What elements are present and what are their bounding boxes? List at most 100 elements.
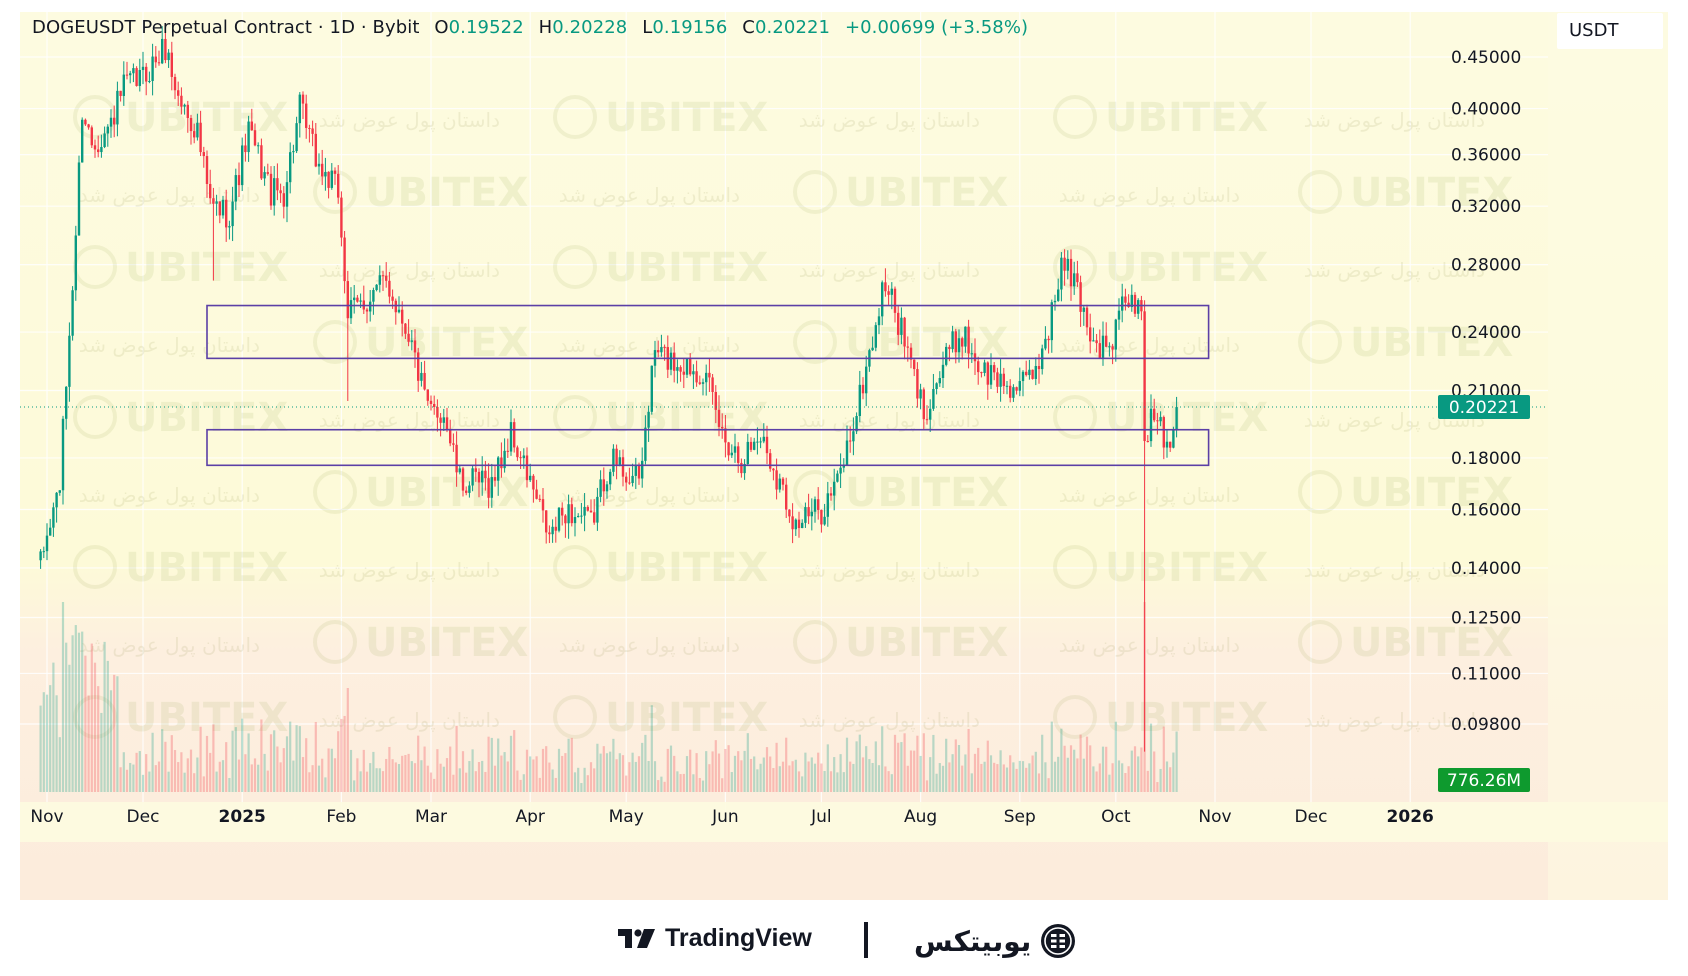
candle: [1159, 411, 1162, 427]
candle: [756, 427, 759, 455]
volume-bar: [461, 751, 465, 792]
candle: [1066, 250, 1069, 280]
volume-bar: [1162, 726, 1165, 792]
chart-area[interactable]: UBITEX داستان پول عوض شد UBITEX داستان پول …: [20, 12, 1668, 900]
volume-bar: [487, 736, 490, 792]
volume-bar: [529, 756, 532, 792]
candle: [797, 511, 801, 538]
volume-bar: [260, 719, 263, 792]
volume-bar: [621, 755, 625, 792]
volume-bar: [468, 761, 471, 792]
candle: [970, 343, 973, 363]
tradingview-icon: [618, 928, 655, 948]
candle: [333, 167, 337, 185]
time-scale[interactable]: Nov Dec 2025 Feb Mar Apr May Jun Jul Aug Sep Oct Nov…: [20, 802, 1668, 842]
watermark-text-persian: داستان پول عوض شد: [1059, 333, 1240, 358]
watermark-text-persian: داستان پول عوض شد: [79, 483, 260, 508]
candle: [1053, 294, 1057, 311]
ubitex-watermark-icon: [553, 545, 597, 589]
volume-bar: [116, 676, 119, 792]
price-zone-box[interactable]: [206, 304, 1210, 360]
candle: [481, 456, 484, 496]
volume-bar: [58, 737, 61, 792]
candle: [154, 46, 157, 68]
candle: [295, 116, 298, 154]
volume-bar: [580, 783, 583, 792]
candle: [353, 285, 356, 314]
volume-bars: [39, 602, 1178, 792]
price-scale[interactable]: 0.45000 0.40000 0.36000 0.32000 0.28000 0.240…: [1451, 48, 1521, 735]
currency-unit-button[interactable]: USDT: [1557, 13, 1663, 49]
volume-bar: [308, 772, 311, 792]
watermark-text-persian: داستان پول عوض شد: [799, 108, 980, 133]
volume-bar: [471, 749, 474, 792]
candle: [161, 26, 164, 65]
ubitex-watermark-icon: [553, 695, 597, 739]
volume-bar: [193, 773, 196, 792]
candle: [253, 123, 257, 147]
watermark-text: UBITEX: [1105, 245, 1268, 291]
candle: [541, 488, 545, 523]
volume-bar: [970, 773, 973, 792]
candle: [186, 100, 189, 133]
price-scale-panel[interactable]: [1548, 12, 1668, 900]
candle: [865, 355, 868, 407]
price-zone-box[interactable]: [206, 428, 1210, 467]
volume-bar: [823, 771, 826, 792]
volume-bar: [362, 749, 365, 792]
price-chart[interactable]: UBITEX داستان پول عوض شد UBITEX داستان پول …: [20, 12, 1668, 900]
volume-bar: [1089, 745, 1092, 792]
candle: [1057, 278, 1060, 302]
volume-bar: [599, 753, 602, 792]
candle: [1002, 367, 1005, 395]
volume-bar: [317, 765, 321, 792]
volume-bar: [1021, 761, 1025, 792]
volume-bar: [637, 756, 641, 792]
volume-bar: [881, 726, 884, 792]
volume-bar: [84, 655, 87, 792]
volume-bar: [817, 752, 820, 792]
candle: [292, 144, 295, 164]
ubitex-watermark-icon: [1053, 695, 1097, 739]
volume-bar: [577, 767, 580, 792]
volume-bar: [711, 751, 714, 792]
volume-bar: [90, 643, 93, 792]
time-tick-label: Jul: [810, 807, 832, 827]
volume-bar: [906, 765, 909, 792]
volume-bar: [337, 731, 340, 792]
low-value: 0.19156: [652, 17, 728, 38]
candle: [874, 322, 877, 352]
volume-badge: 776.26M: [1438, 768, 1530, 792]
candle: [65, 386, 68, 430]
watermark-text-persian: داستان پول عوض شد: [319, 258, 500, 283]
volume-bar: [858, 734, 861, 792]
candle: [1117, 298, 1121, 330]
volume-bar: [81, 631, 84, 792]
volume-bar: [1066, 757, 1069, 792]
watermark-text-persian: داستان پول عوض شد: [799, 258, 980, 283]
time-scale-bg: [20, 802, 1668, 842]
volume-bar: [1137, 756, 1140, 792]
symbol-title[interactable]: DOGEUSDT Perpetual Contract · 1D · Bybit: [32, 17, 420, 38]
volume-bar: [1009, 755, 1012, 792]
volume-bar: [330, 748, 333, 792]
volume-bar: [644, 734, 647, 792]
volume-bar: [135, 752, 138, 792]
watermark-text-persian: داستان پول عوض شد: [1059, 183, 1240, 208]
volume-bar: [746, 733, 749, 792]
volume-bar: [509, 735, 513, 792]
candle: [1130, 284, 1133, 312]
watermark-text-persian: داستان پول عوض شد: [799, 708, 980, 733]
volume-bar: [196, 757, 199, 792]
candle: [1098, 329, 1101, 359]
watermark-text-persian: داستان پول عوض شد: [559, 633, 740, 658]
volume-bar: [666, 748, 669, 792]
volume-bar: [1092, 766, 1095, 792]
candle: [132, 63, 135, 83]
candle: [1124, 288, 1127, 311]
candle: [625, 472, 628, 491]
volume-bar: [490, 737, 493, 792]
volume-bar: [295, 725, 298, 792]
candle: [173, 73, 177, 100]
volume-bar: [413, 763, 417, 792]
